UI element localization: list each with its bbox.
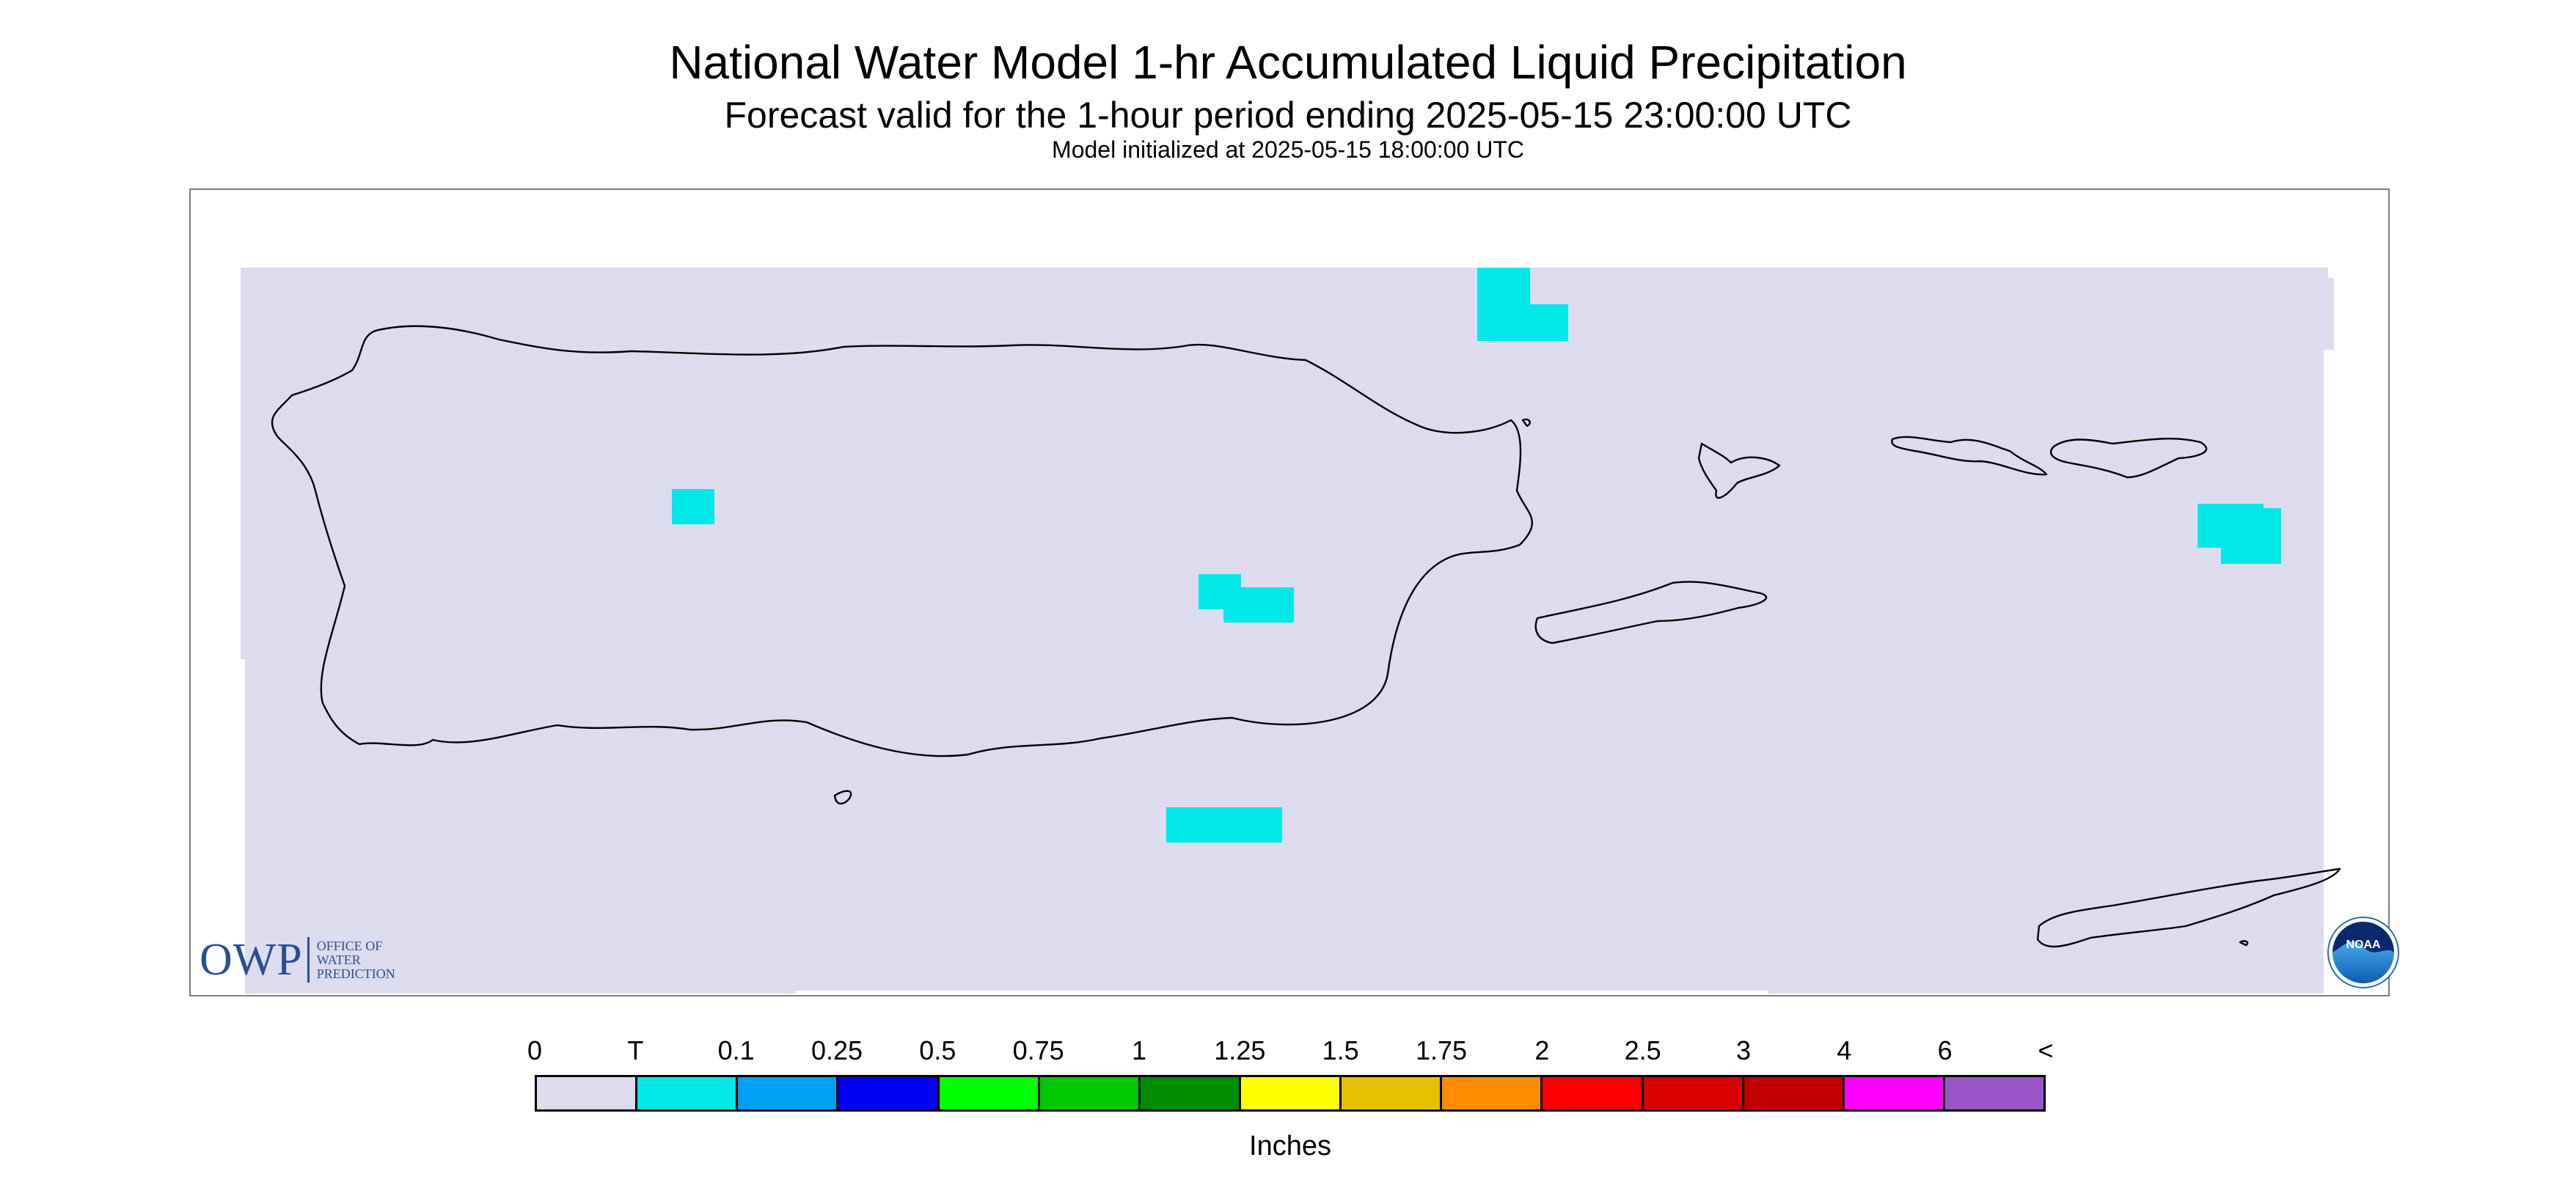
owp-logo-divider [307,937,310,983]
precip-domain [241,268,2334,994]
puerto-rico-coastline [271,325,1534,757]
legend-swatch [1543,1077,1644,1109]
legend-swatch [1039,1077,1141,1109]
legend-swatch [838,1077,940,1109]
culebra-coastline [1697,442,1781,499]
owp-logo-line: OFFICE OF [316,938,383,953]
legend-tick-label: 4 [1837,1035,1852,1065]
legend-tick-label: 0.5 [919,1035,956,1065]
precip-cell [672,489,714,524]
owp-logo-letters: OWP [200,934,303,985]
legend-swatch [1944,1077,2044,1109]
legend-tick-label: T [627,1035,644,1065]
map-subtitle: Forecast valid for the 1-hour period end… [724,95,1852,136]
precip-cell [1477,304,1568,341]
precip-cells [672,268,2281,843]
legend-swatch [537,1077,638,1109]
buck-island [2239,940,2249,947]
legend-tick-label: 1.25 [1214,1035,1266,1065]
legend-tick-label: 1.75 [1415,1035,1468,1065]
legend-swatch [1743,1077,1845,1109]
precip-cell [1166,807,1282,843]
noaa-logo: NOAA [2327,917,2399,988]
legend-swatch [1844,1077,1945,1109]
legend-tick-label: 1 [1131,1035,1147,1065]
legend-tick-label: 2 [1534,1035,1550,1065]
legend-swatch [1140,1077,1241,1109]
map-canvas [241,268,2341,994]
legend-tick-label: < [2038,1035,2054,1065]
legend-unit: Inches [1249,1131,1331,1161]
legend-tick-label: 0 [527,1035,543,1065]
legend-colorbar [535,1075,2046,1112]
st-thomas-coastline [1891,436,2048,476]
coastlines [271,325,2341,948]
st-croix-coastline [2036,867,2341,948]
noaa-logo-text: NOAA [2346,939,2381,951]
map-frame: OWP OFFICE OF WATER PREDICTION NOAA [189,188,2399,996]
domain-background [241,268,2334,994]
legend-swatch [738,1077,839,1109]
legend-tick-label: 2.5 [1624,1035,1661,1065]
st-john-coastline [2049,437,2207,479]
color-legend: 0 T 0.1 0.25 0.5 0.75 1 1.25 1.5 1.75 2 2.5 3 4 6 < Inc… [527,1028,2054,1167]
caja-de-muerto-island [833,790,852,805]
legend-swatch [637,1077,739,1109]
legend-tick-label: 1.5 [1322,1035,1359,1065]
precip-cell [1223,587,1294,623]
legend-swatch [1240,1077,1342,1109]
owp-logo-line: PREDICTION [316,966,395,981]
owp-logo-text: OFFICE OF WATER PREDICTION [317,939,395,981]
legend-swatch [1342,1077,1443,1109]
legend-tick-label: 0.25 [811,1035,863,1065]
owp-logo-line: WATER [316,952,361,967]
legend-tick-label: 3 [1735,1035,1752,1065]
map-title: National Water Model 1-hr Accumulated Li… [669,36,1907,89]
owp-logo: OWP OFFICE OF WATER PREDICTION [200,930,395,989]
culebrita-islet [1521,418,1531,427]
legend-swatch [1442,1077,1543,1109]
vieques-coastline [1534,581,1767,645]
precip-cell [2221,508,2281,564]
legend-swatch [939,1077,1040,1109]
legend-swatch [1643,1077,1744,1109]
legend-tick-label: 0.1 [717,1035,755,1065]
model-init-line: Model initialized at 2025-05-15 18:00:00… [1052,136,1524,163]
legend-tick-label: 6 [1937,1035,1953,1065]
legend-tick-label: 0.75 [1012,1035,1064,1065]
